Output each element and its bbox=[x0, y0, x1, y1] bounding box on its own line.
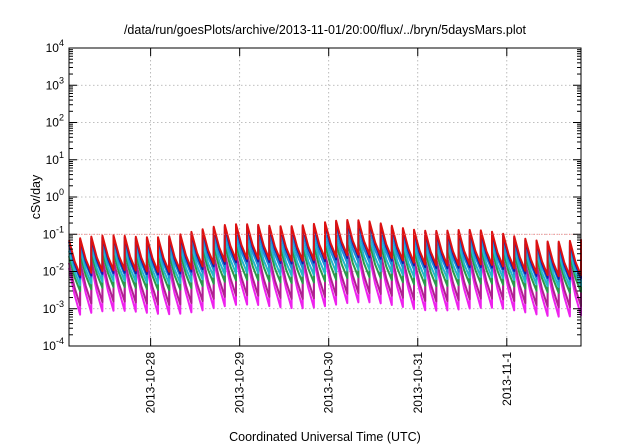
x-axis-label: Coordinated Universal Time (UTC) bbox=[229, 430, 421, 444]
ticks: 10-4 10-3 10-2 10-1 100 101 102 103 104 2013-10-2… bbox=[43, 38, 581, 413]
chart-title: /data/run/goesPlots/archive/2013-11-01/2… bbox=[124, 23, 527, 37]
y-tick-label: 103 bbox=[46, 75, 64, 92]
x-tick-label: 2013-10-28 bbox=[144, 352, 158, 414]
x-tick-label: 2013-10-29 bbox=[233, 352, 247, 414]
y-axis-label: cSv/day bbox=[29, 174, 43, 219]
y-tick-label: 104 bbox=[46, 38, 64, 55]
y-tick-label: 10-4 bbox=[43, 336, 64, 353]
y-tick-label: 102 bbox=[46, 113, 64, 130]
y-tick-label: 10-2 bbox=[43, 262, 64, 279]
y-tick-label: 10-3 bbox=[43, 299, 64, 316]
x-tick-label: 2013-10-31 bbox=[411, 352, 425, 414]
y-tick-label: 10-1 bbox=[43, 224, 64, 241]
series-line bbox=[68, 219, 582, 278]
x-tick-label: 2013-10-30 bbox=[322, 352, 336, 414]
series-layer bbox=[68, 219, 582, 318]
y-tick-label: 101 bbox=[46, 150, 64, 167]
x-tick-label: 2013-11-1 bbox=[500, 352, 514, 406]
y-tick-label: 100 bbox=[46, 187, 64, 204]
